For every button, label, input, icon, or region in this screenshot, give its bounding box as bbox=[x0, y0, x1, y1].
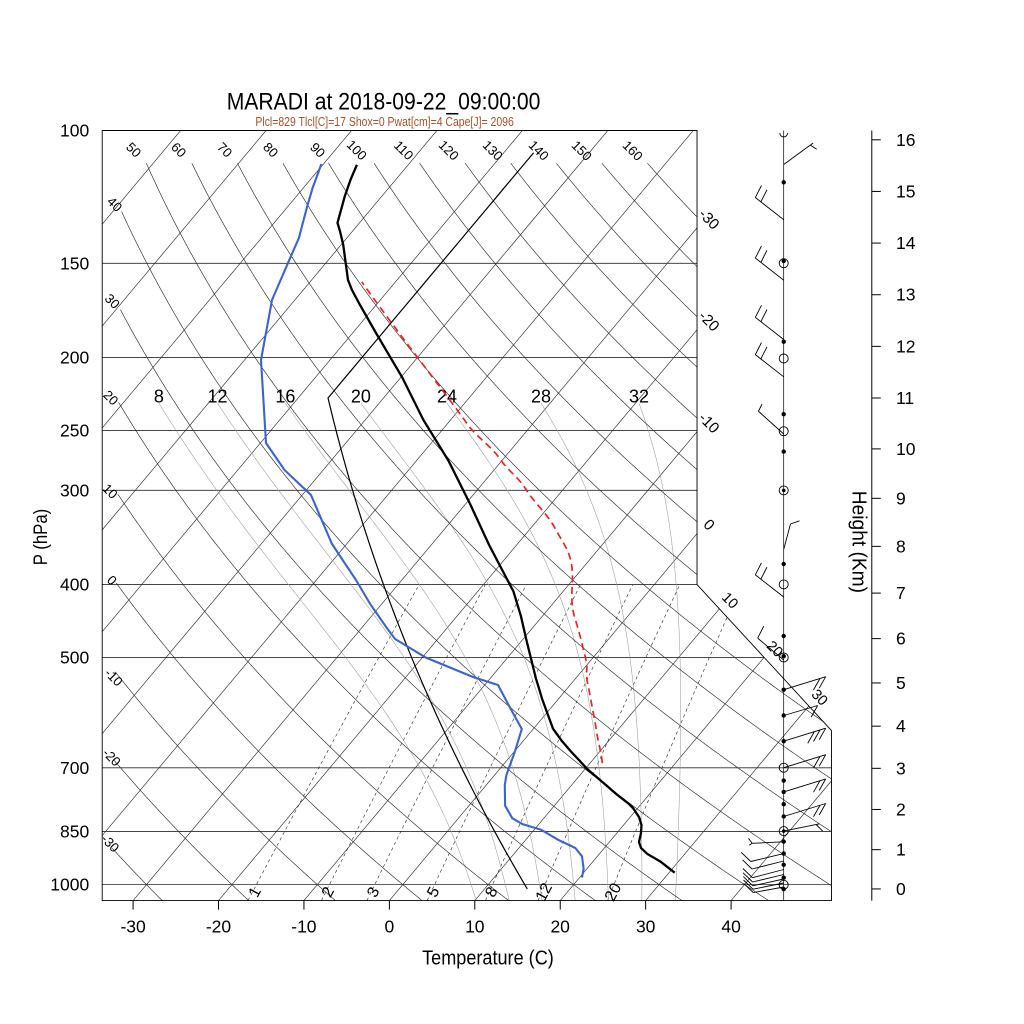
svg-text:2: 2 bbox=[896, 800, 906, 820]
svg-text:28: 28 bbox=[531, 387, 551, 407]
svg-text:20: 20 bbox=[550, 917, 570, 937]
svg-text:MARADI at 2018-09-22_09:00:00: MARADI at 2018-09-22_09:00:00 bbox=[227, 89, 541, 116]
svg-text:150: 150 bbox=[60, 253, 89, 273]
svg-text:250: 250 bbox=[60, 421, 89, 441]
svg-text:0: 0 bbox=[896, 879, 906, 899]
svg-text:100: 100 bbox=[60, 121, 89, 141]
svg-text:Plcl=829 Tlcl[C]=17 Shox=0 Pwa: Plcl=829 Tlcl[C]=17 Shox=0 Pwat[cm]=4 Ca… bbox=[255, 114, 513, 129]
svg-text:10: 10 bbox=[465, 917, 485, 937]
svg-text:40: 40 bbox=[721, 917, 741, 937]
svg-text:11: 11 bbox=[896, 388, 914, 408]
svg-text:1000: 1000 bbox=[50, 875, 89, 895]
svg-text:850: 850 bbox=[60, 821, 89, 841]
svg-text:12: 12 bbox=[896, 336, 915, 356]
svg-text:12: 12 bbox=[533, 880, 556, 904]
svg-text:8: 8 bbox=[154, 387, 164, 407]
svg-text:-10: -10 bbox=[291, 917, 317, 937]
svg-text:4: 4 bbox=[896, 716, 906, 736]
svg-text:7: 7 bbox=[896, 583, 906, 603]
svg-text:P (hPa): P (hPa) bbox=[31, 509, 52, 565]
svg-text:3: 3 bbox=[896, 758, 906, 778]
svg-text:-20: -20 bbox=[206, 917, 232, 937]
svg-text:24: 24 bbox=[437, 387, 457, 407]
svg-text:15: 15 bbox=[896, 181, 915, 201]
svg-text:9: 9 bbox=[896, 488, 906, 508]
svg-text:0: 0 bbox=[385, 917, 395, 937]
svg-text:300: 300 bbox=[60, 480, 89, 500]
svg-text:10: 10 bbox=[896, 439, 916, 459]
svg-text:8: 8 bbox=[896, 536, 906, 556]
svg-text:6: 6 bbox=[896, 629, 906, 649]
svg-text:500: 500 bbox=[60, 648, 89, 668]
svg-text:5: 5 bbox=[896, 673, 906, 693]
svg-text:-30: -30 bbox=[120, 917, 146, 937]
svg-text:Height (Km): Height (Km) bbox=[848, 491, 870, 593]
svg-text:16: 16 bbox=[275, 387, 295, 407]
svg-text:20: 20 bbox=[602, 880, 625, 904]
svg-text:16: 16 bbox=[896, 130, 915, 150]
svg-text:30: 30 bbox=[636, 917, 656, 937]
svg-text:700: 700 bbox=[60, 758, 89, 778]
svg-text:12: 12 bbox=[207, 387, 227, 407]
svg-text:20: 20 bbox=[351, 387, 371, 407]
svg-text:200: 200 bbox=[60, 348, 89, 368]
svg-text:32: 32 bbox=[629, 387, 649, 407]
svg-text:Temperature (C): Temperature (C) bbox=[422, 947, 554, 970]
svg-text:400: 400 bbox=[60, 575, 89, 595]
svg-text:1: 1 bbox=[896, 840, 906, 860]
svg-text:14: 14 bbox=[896, 233, 916, 253]
svg-text:13: 13 bbox=[896, 285, 915, 305]
